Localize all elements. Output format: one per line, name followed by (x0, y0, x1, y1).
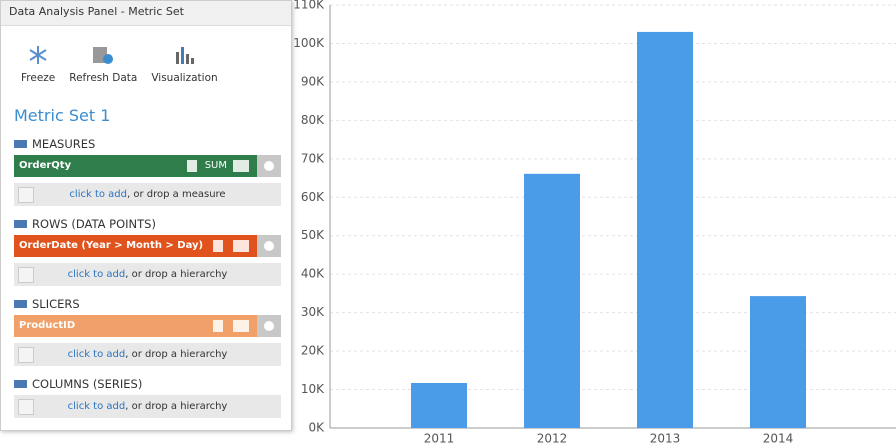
add-link[interactable]: click to add (69, 189, 127, 200)
tool-label: Visualization (151, 72, 218, 84)
section-heading: COLUMNS (SERIES) (14, 373, 281, 395)
bar (524, 173, 580, 428)
field-item[interactable]: OrderQty SUM (14, 155, 281, 177)
x-tick-label: 2011 (424, 432, 455, 446)
add-row: click to add, or drop a hierarchy (14, 263, 281, 286)
field-item[interactable]: OrderDate (Year > Month > Day) (14, 235, 281, 257)
sort-filter-icon[interactable] (233, 320, 249, 332)
refresh-icon (93, 47, 114, 64)
y-tick-label: 110K (293, 0, 325, 12)
add-row: click to add, or drop a measure (14, 183, 281, 206)
y-tick-label: 50K (301, 228, 325, 242)
freeze-button[interactable]: Freeze (21, 44, 55, 96)
bar (750, 296, 806, 428)
field-item[interactable]: ProductID (14, 315, 281, 337)
visualization-icon (176, 47, 195, 64)
bar (411, 383, 467, 428)
refresh-button[interactable]: Refresh Data (69, 44, 137, 96)
toolbar: Freeze Refresh Data Visualization (1, 26, 291, 96)
section-heading: SLICERS (14, 293, 281, 315)
remove-button[interactable] (257, 235, 281, 257)
metric-set-name[interactable]: Metric Set 1 (14, 106, 111, 125)
section-heading: MEASURES (14, 133, 281, 155)
remove-button[interactable] (257, 315, 281, 337)
section: ROWS (DATA POINTS) OrderDate (Year > Mont… (14, 213, 281, 286)
y-tick-label: 90K (301, 74, 325, 88)
sort-filter-icon[interactable] (233, 160, 249, 172)
field-label: OrderDate (Year > Month > Day) (19, 240, 204, 251)
y-tick-label: 20K (301, 344, 325, 358)
add-hint: , or drop a hierarchy (125, 349, 228, 360)
section: MEASURES OrderQty SUM click to add, or drop… (14, 133, 281, 206)
section-heading: ROWS (DATA POINTS) (14, 213, 281, 235)
section: COLUMNS (SERIES) click to add, or drop a … (14, 373, 281, 418)
add-row: click to add, or drop a hierarchy (14, 343, 281, 366)
aggregation: SUM (204, 160, 227, 171)
y-tick-label: 0K (308, 421, 325, 435)
x-tick-label: 2012 (537, 432, 568, 446)
panel-title: Data Analysis Panel - Metric Set (1, 1, 291, 26)
sections: MEASURES OrderQty SUM click to add, or drop… (1, 133, 291, 418)
visualization-button[interactable]: Visualization (151, 44, 218, 96)
add-hint: , or drop a hierarchy (125, 269, 228, 280)
tool-label: Refresh Data (69, 72, 138, 84)
remove-button[interactable] (257, 155, 281, 177)
x-tick-label: 2014 (763, 432, 794, 446)
y-tick-label: 30K (301, 305, 325, 319)
y-tick-label: 80K (301, 113, 325, 127)
add-row: click to add, or drop a hierarchy (14, 395, 281, 418)
analysis-panel: Data Analysis Panel - Metric Set Freeze … (0, 0, 292, 431)
y-tick-label: 100K (293, 36, 325, 50)
y-tick-label: 40K (301, 267, 325, 281)
bar (637, 31, 693, 428)
field-label: ProductID (19, 320, 76, 331)
field-label: OrderQty (19, 160, 72, 171)
add-link[interactable]: click to add (67, 349, 126, 360)
add-link[interactable]: click to add (67, 401, 126, 412)
y-tick-label: 60K (301, 190, 325, 204)
edit-icon[interactable] (213, 320, 223, 332)
section: SLICERS ProductID click to add, or drop a … (14, 293, 281, 366)
add-link[interactable]: click to add (67, 269, 126, 280)
freeze-icon (29, 46, 47, 64)
edit-icon[interactable] (213, 240, 223, 252)
y-tick-label: 70K (301, 151, 325, 165)
add-hint: , or drop a hierarchy (125, 401, 228, 412)
add-hint: , or drop a measure (127, 189, 226, 200)
x-tick-label: 2013 (650, 432, 681, 446)
sort-filter-icon[interactable] (233, 240, 249, 252)
edit-icon[interactable] (187, 160, 197, 172)
y-tick-label: 10K (301, 382, 325, 396)
tool-label: Freeze (21, 72, 56, 84)
